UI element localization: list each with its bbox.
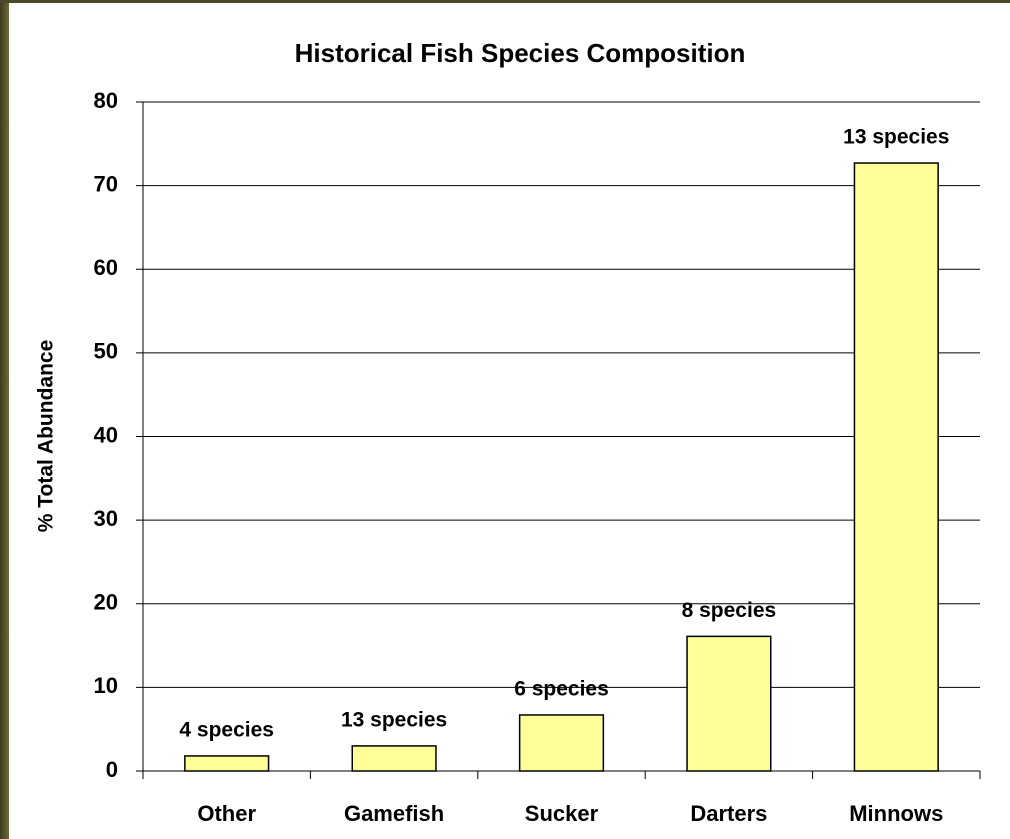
- y-tick-label: 60: [94, 255, 118, 280]
- x-tick-label: Darters: [690, 801, 767, 826]
- bar-label: 13 species: [341, 708, 447, 731]
- x-tick-label: Sucker: [525, 801, 599, 826]
- y-tick-label: 0: [106, 757, 118, 782]
- y-tick-label: 70: [94, 171, 118, 196]
- chart: Historical Fish Species Composition % To…: [0, 0, 1010, 839]
- y-axis-label: % Total Abundance: [35, 340, 58, 533]
- bar: [687, 636, 771, 771]
- y-tick-label: 80: [94, 88, 118, 113]
- y-tick-label: 50: [94, 339, 118, 364]
- chart-title: Historical Fish Species Composition: [295, 38, 746, 68]
- photo-edge-top: [0, 0, 1010, 3]
- bar: [520, 715, 604, 771]
- photo-edge: [0, 0, 9, 839]
- y-tick-label: 10: [94, 673, 118, 698]
- y-tick-label: 20: [94, 590, 118, 615]
- bar-label: 4 species: [179, 718, 274, 741]
- bar-label: 6 species: [514, 678, 609, 701]
- x-tick-label: Other: [197, 801, 256, 826]
- bar-label: 8 species: [682, 599, 777, 622]
- bar: [352, 746, 436, 771]
- x-tick-label: Minnows: [849, 801, 943, 826]
- y-tick-label: 40: [94, 422, 118, 447]
- bar: [185, 756, 269, 771]
- bar-label: 13 species: [843, 126, 949, 149]
- x-tick-label: Gamefish: [344, 801, 444, 826]
- bar: [854, 163, 938, 771]
- y-tick-label: 30: [94, 506, 118, 531]
